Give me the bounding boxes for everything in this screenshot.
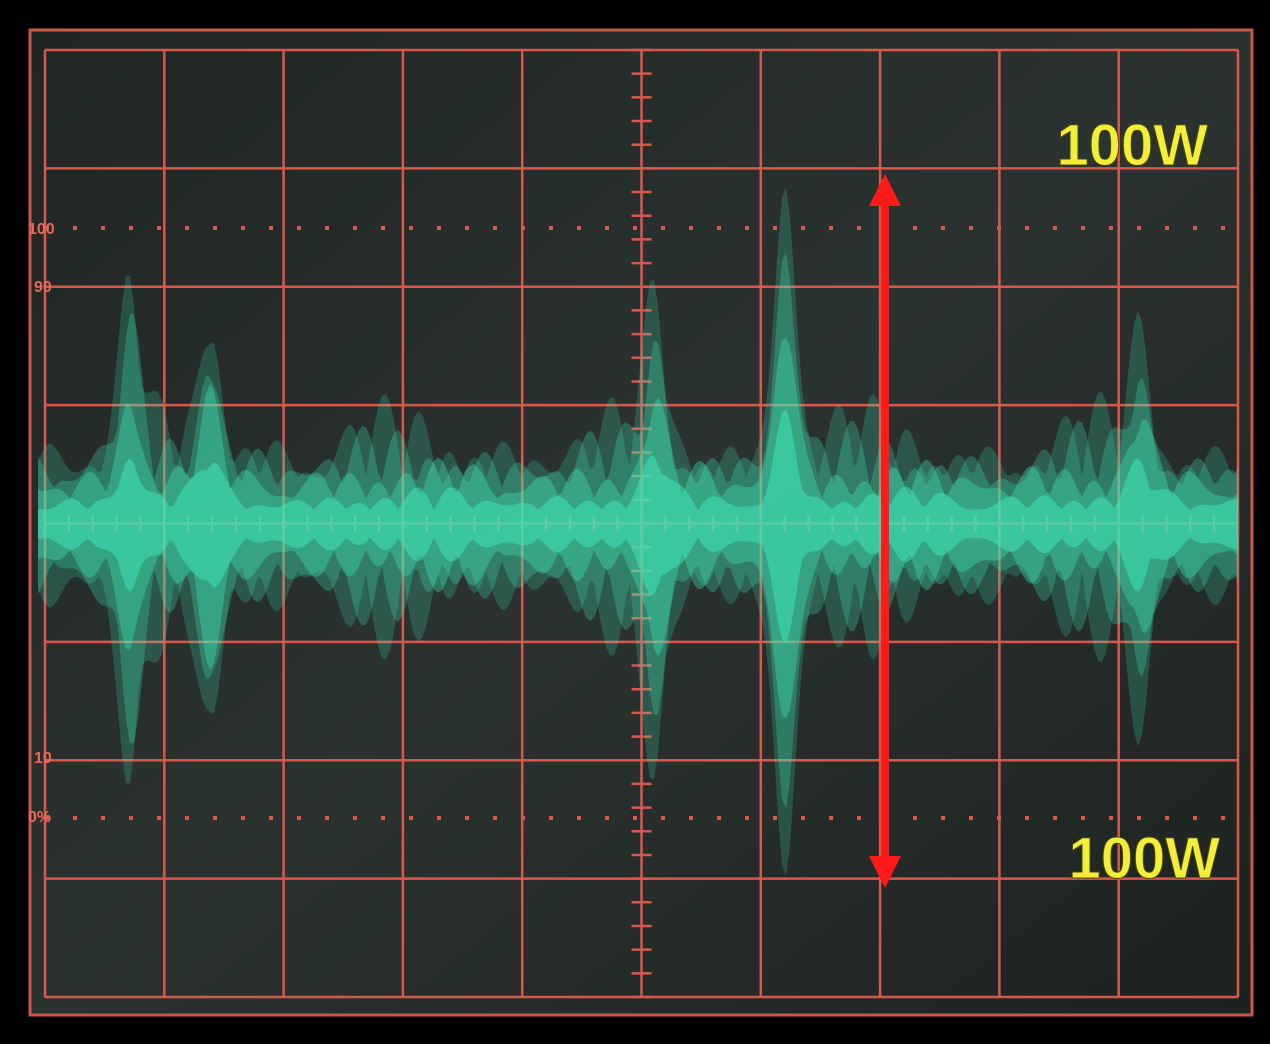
power-label-top: 100W	[1056, 113, 1208, 178]
power-label-bottom: 100W	[1068, 826, 1220, 891]
scale-label: 10	[34, 750, 52, 767]
waveform-layer	[38, 409, 1238, 644]
scale-label: 90	[34, 279, 52, 296]
scale-label: 100	[28, 221, 55, 238]
scale-label: 0%	[28, 809, 51, 826]
waveform	[38, 187, 1238, 877]
